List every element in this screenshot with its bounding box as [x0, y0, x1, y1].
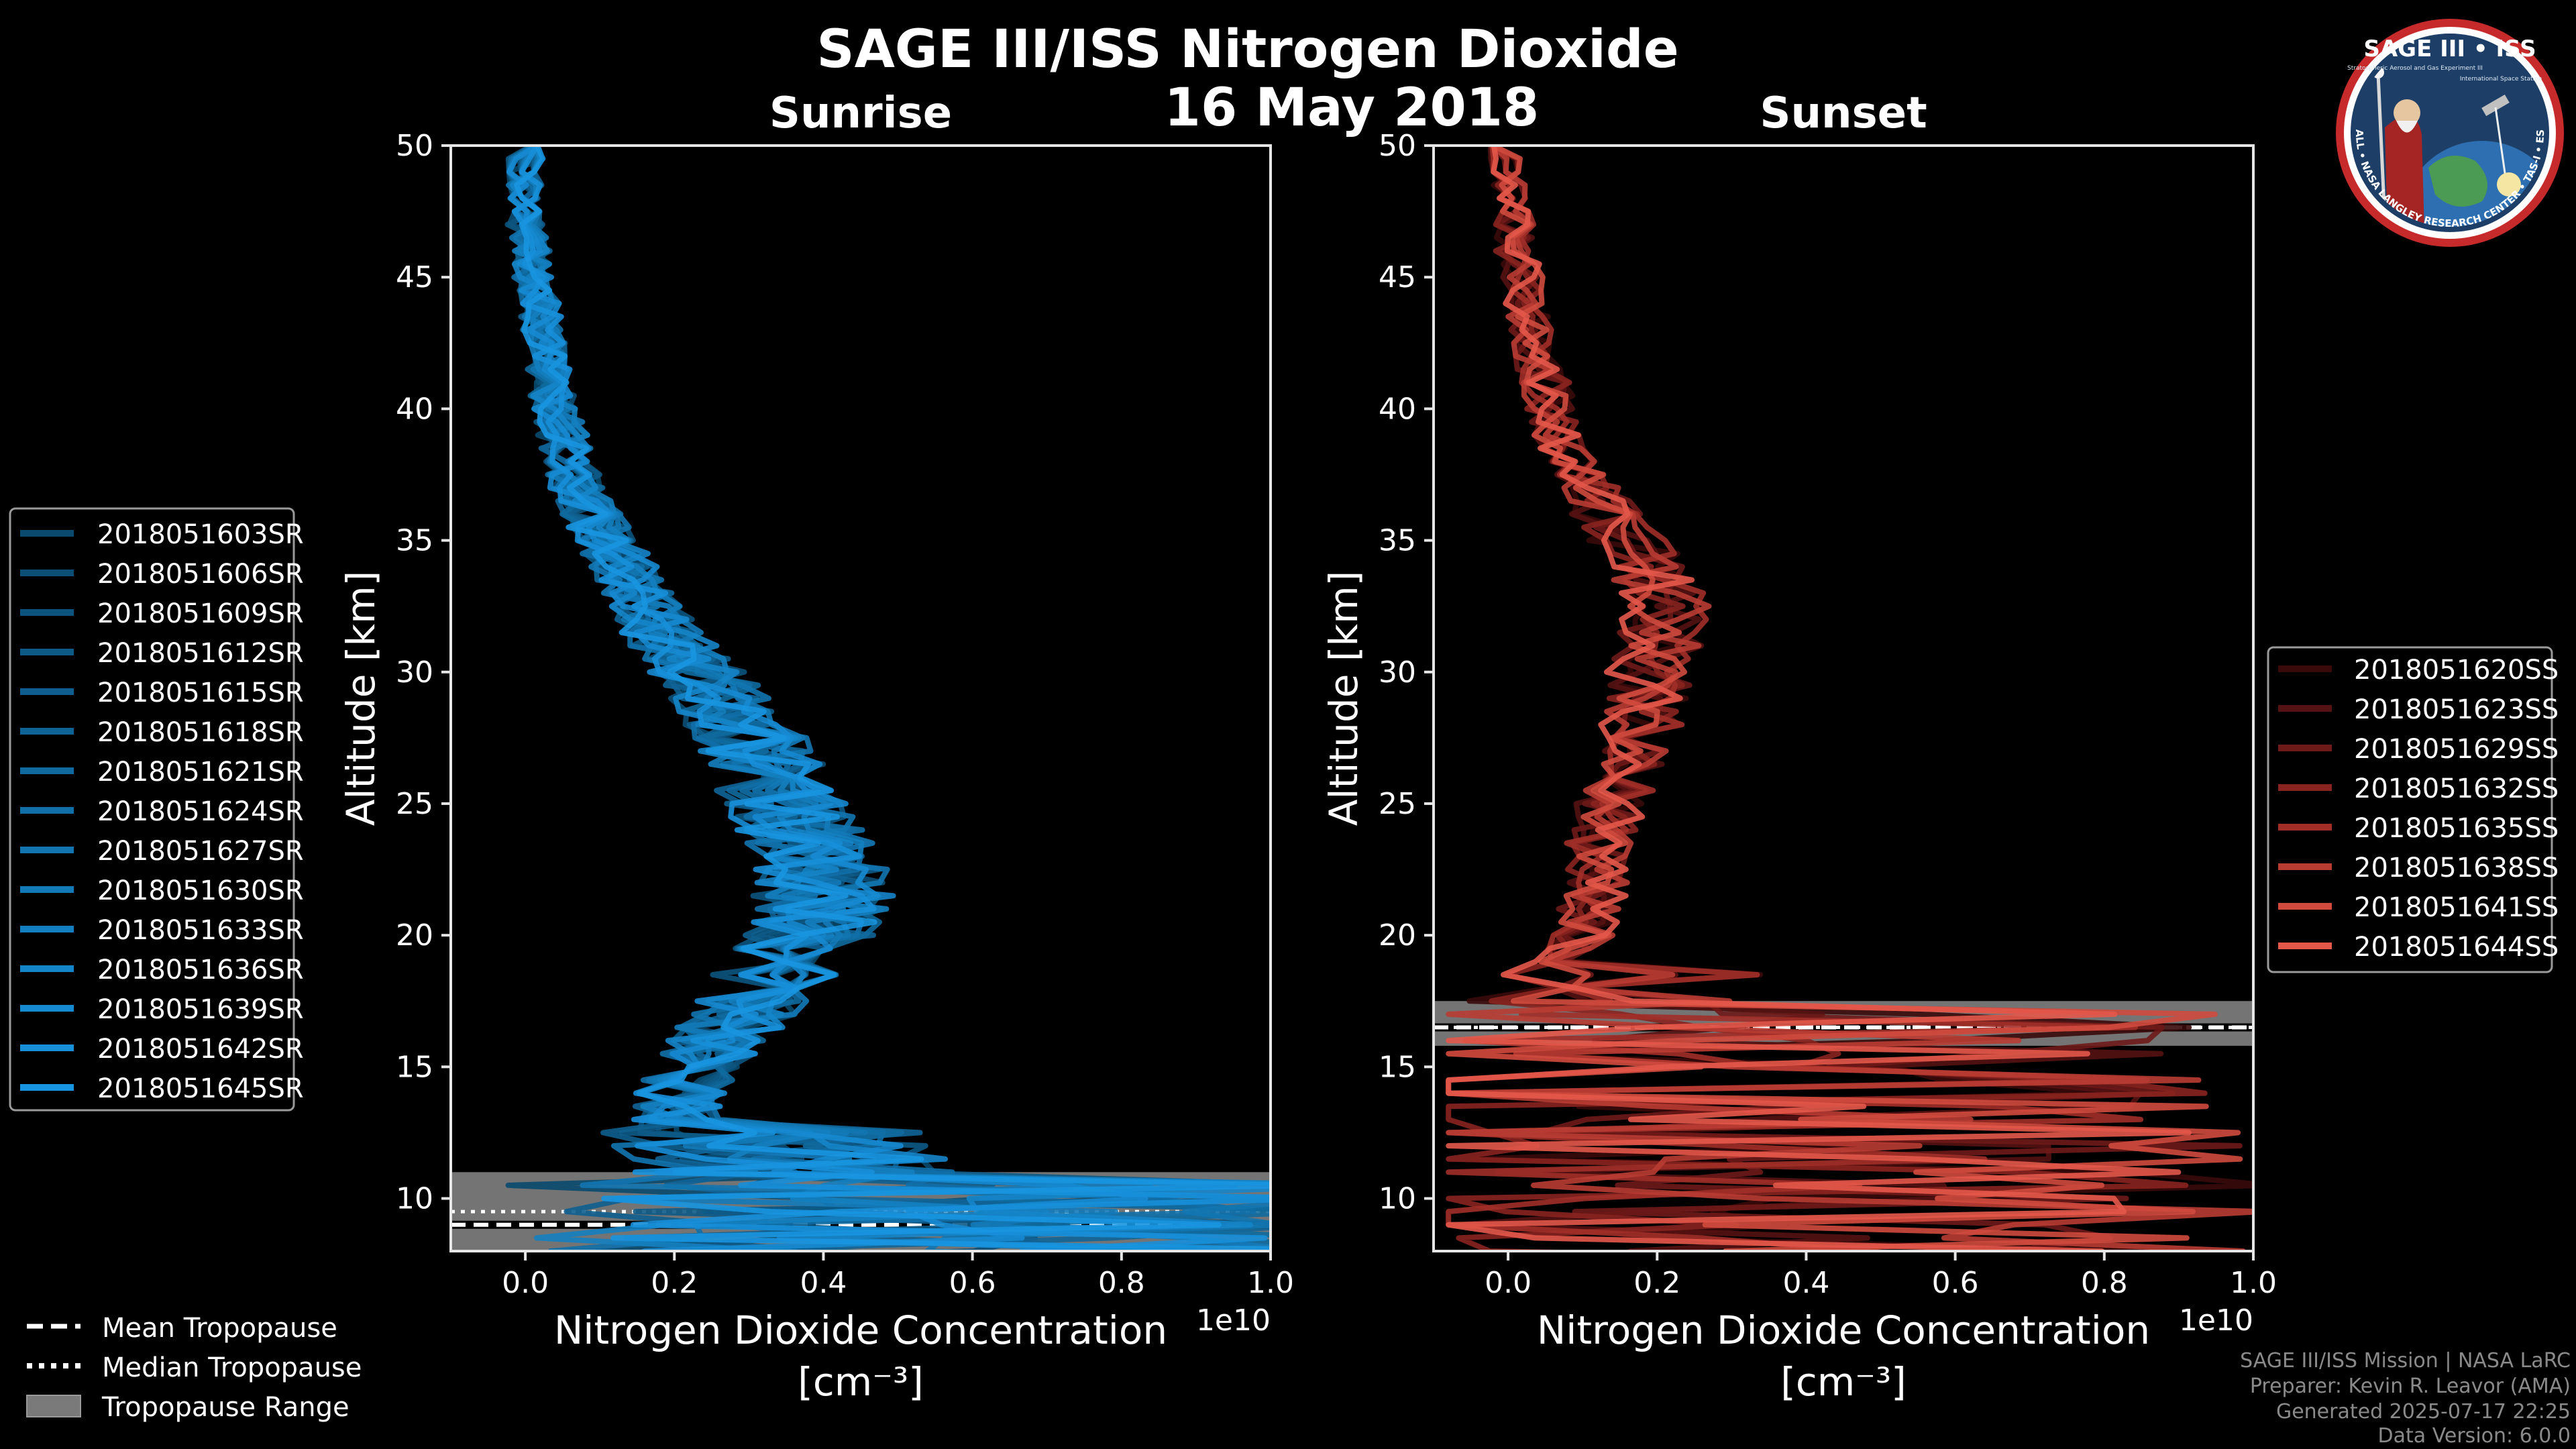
sunrise-panel-title: Sunrise [769, 89, 952, 138]
legend-label-2018051638SS: 2018051638SS [2354, 853, 2559, 883]
logo-subtitle: Stratospheric Aerosol and Gas Experiment… [2347, 65, 2483, 72]
legend-label-2018051612SR: 2018051612SR [97, 638, 304, 669]
legend-label-2018051635SS: 2018051635SS [2354, 813, 2559, 844]
logo-iss-text: International Space Station [2460, 76, 2542, 83]
sunrise-plot-area [451, 146, 1271, 1251]
y-tick-label: 30 [396, 655, 433, 690]
legend-label-2018051615SR: 2018051615SR [97, 678, 304, 708]
x-tick-label: 0.4 [800, 1266, 847, 1300]
footer-data-version: Data Version: 6.0.0 [2378, 1424, 2571, 1448]
x-tick-label: 0.2 [1633, 1266, 1680, 1300]
sunset-legend: 2018051620SS 2018051623SS 2018051629SS 2018… [2267, 646, 2559, 973]
y-tick-label: 45 [396, 260, 433, 294]
legend-label-2018051627SR: 2018051627SR [97, 836, 304, 867]
sunrise-plot-frame [449, 144, 1272, 1252]
legend-label-2018051606SR: 2018051606SR [97, 559, 304, 590]
legend-label-2018051641SS: 2018051641SS [2354, 892, 2559, 923]
y-tick-label: 50 [1379, 129, 1416, 163]
footer-generated: Generated 2025-07-17 22:25 [2276, 1400, 2571, 1424]
tropopause-legend: Mean Tropopause Median Tropopause Tropop… [26, 1313, 362, 1423]
tropopause-range-swatch [26, 1395, 81, 1417]
sunset-panel-title: Sunset [1760, 89, 1927, 138]
x-tick-label: 0.0 [1485, 1266, 1532, 1300]
legend-label-2018051623SS: 2018051623SS [2354, 694, 2559, 725]
footer-mission: SAGE III/ISS Mission | NASA LaRC [2240, 1349, 2571, 1373]
sunrise-y-axis-label: Altitude [km] [338, 571, 384, 826]
legend-label-2018051630SR: 2018051630SR [97, 875, 304, 906]
y-tick-label: 35 [396, 524, 433, 558]
footer-preparer: Preparer: Kevin R. Leavor (AMA) [2250, 1375, 2571, 1398]
legend-label-2018051629SS: 2018051629SS [2354, 734, 2559, 765]
sunrise-x-scale-label: 1e10 [1196, 1303, 1271, 1338]
legend-label-2018051632SS: 2018051632SS [2354, 773, 2559, 804]
legend-label-2018051609SR: 2018051609SR [97, 598, 304, 629]
legend-label-2018051639SR: 2018051639SR [97, 994, 304, 1025]
legend-label-2018051633SR: 2018051633SR [97, 915, 304, 946]
figure-date: 16 May 2018 [1165, 78, 1540, 138]
legend-label-2018051618SR: 2018051618SR [97, 717, 304, 748]
sunset-x-axis-unit: [cm⁻³] [1780, 1359, 1907, 1405]
sunrise-x-axis-label: Nitrogen Dioxide Concentration [554, 1307, 1167, 1353]
legend-label-2018051636SR: 2018051636SR [97, 955, 304, 985]
profile-line-2018051644SS [1446, 146, 2192, 1251]
y-tick-label: 25 [1379, 787, 1416, 821]
legend-label-2018051620SS: 2018051620SS [2354, 655, 2559, 686]
sunset-plot: 0.0 0.2 0.4 0.6 0.8 1.0 10 15 20 25 30 35 40 45 50 Alt… [1321, 129, 2277, 1405]
x-tick-label: 0.6 [949, 1266, 996, 1300]
y-tick-label: 15 [396, 1050, 433, 1084]
y-tick-label: 45 [1379, 260, 1416, 294]
sunrise-plot: 0.0 0.2 0.4 0.6 0.8 1.0 10 15 20 25 30 35 40 45 50 Alt… [338, 129, 1294, 1405]
legend-label-2018051624SR: 2018051624SR [97, 796, 304, 827]
mean-tropopause-label: Mean Tropopause [102, 1313, 337, 1344]
legend-label-2018051645SR: 2018051645SR [97, 1073, 304, 1104]
x-tick-label: 1.0 [2230, 1266, 2277, 1300]
sunrise-x-axis-unit: [cm⁻³] [798, 1359, 924, 1405]
y-tick-label: 20 [1379, 918, 1416, 953]
y-tick-label: 40 [396, 392, 433, 426]
legend-label-2018051603SR: 2018051603SR [97, 519, 304, 550]
y-tick-label: 10 [396, 1182, 433, 1216]
sunset-y-axis-label: Altitude [km] [1321, 571, 1366, 826]
figure-title: SAGE III/ISS Nitrogen Dioxide [816, 19, 1678, 80]
x-tick-label: 0.4 [1782, 1266, 1829, 1300]
x-tick-label: 0.8 [1098, 1266, 1145, 1300]
legend-label-2018051642SR: 2018051642SR [97, 1034, 304, 1065]
sunrise-legend: 2018051603SR 2018051606SR 2018051609SR 2018… [9, 507, 304, 1112]
y-tick-label: 15 [1379, 1050, 1416, 1084]
y-tick-label: 35 [1379, 524, 1416, 558]
y-tick-label: 50 [396, 129, 433, 163]
x-tick-label: 0.0 [502, 1266, 549, 1300]
legend-label-2018051644SS: 2018051644SS [2354, 932, 2559, 963]
sunset-x-scale-label: 1e10 [2179, 1303, 2253, 1338]
y-tick-label: 20 [396, 918, 433, 953]
footer-credits: SAGE III/ISS Mission | NASA LaRC Prepare… [2240, 1349, 2571, 1448]
tropopause-range-label: Tropopause Range [101, 1392, 350, 1423]
median-tropopause-label: Median Tropopause [102, 1352, 362, 1383]
legend-label-2018051621SR: 2018051621SR [97, 757, 304, 788]
logo-title: SAGE III • ISS [2363, 36, 2536, 62]
sunset-plot-frame [1432, 144, 2255, 1252]
y-tick-label: 25 [396, 787, 433, 821]
y-tick-label: 30 [1379, 655, 1416, 690]
profile-line-2018051642SR [511, 146, 1271, 1251]
sunset-x-axis-label: Nitrogen Dioxide Concentration [1537, 1307, 2150, 1353]
x-tick-label: 0.8 [2081, 1266, 2128, 1300]
x-tick-label: 1.0 [1247, 1266, 1294, 1300]
x-tick-label: 0.2 [651, 1266, 698, 1300]
sunrise-legend-frame [9, 507, 295, 1112]
profile-line-2018051645SR [514, 146, 1271, 1251]
y-tick-label: 40 [1379, 392, 1416, 426]
y-tick-label: 10 [1379, 1182, 1416, 1216]
x-tick-label: 0.6 [1932, 1266, 1979, 1300]
sunset-legend-frame [2267, 646, 2553, 973]
